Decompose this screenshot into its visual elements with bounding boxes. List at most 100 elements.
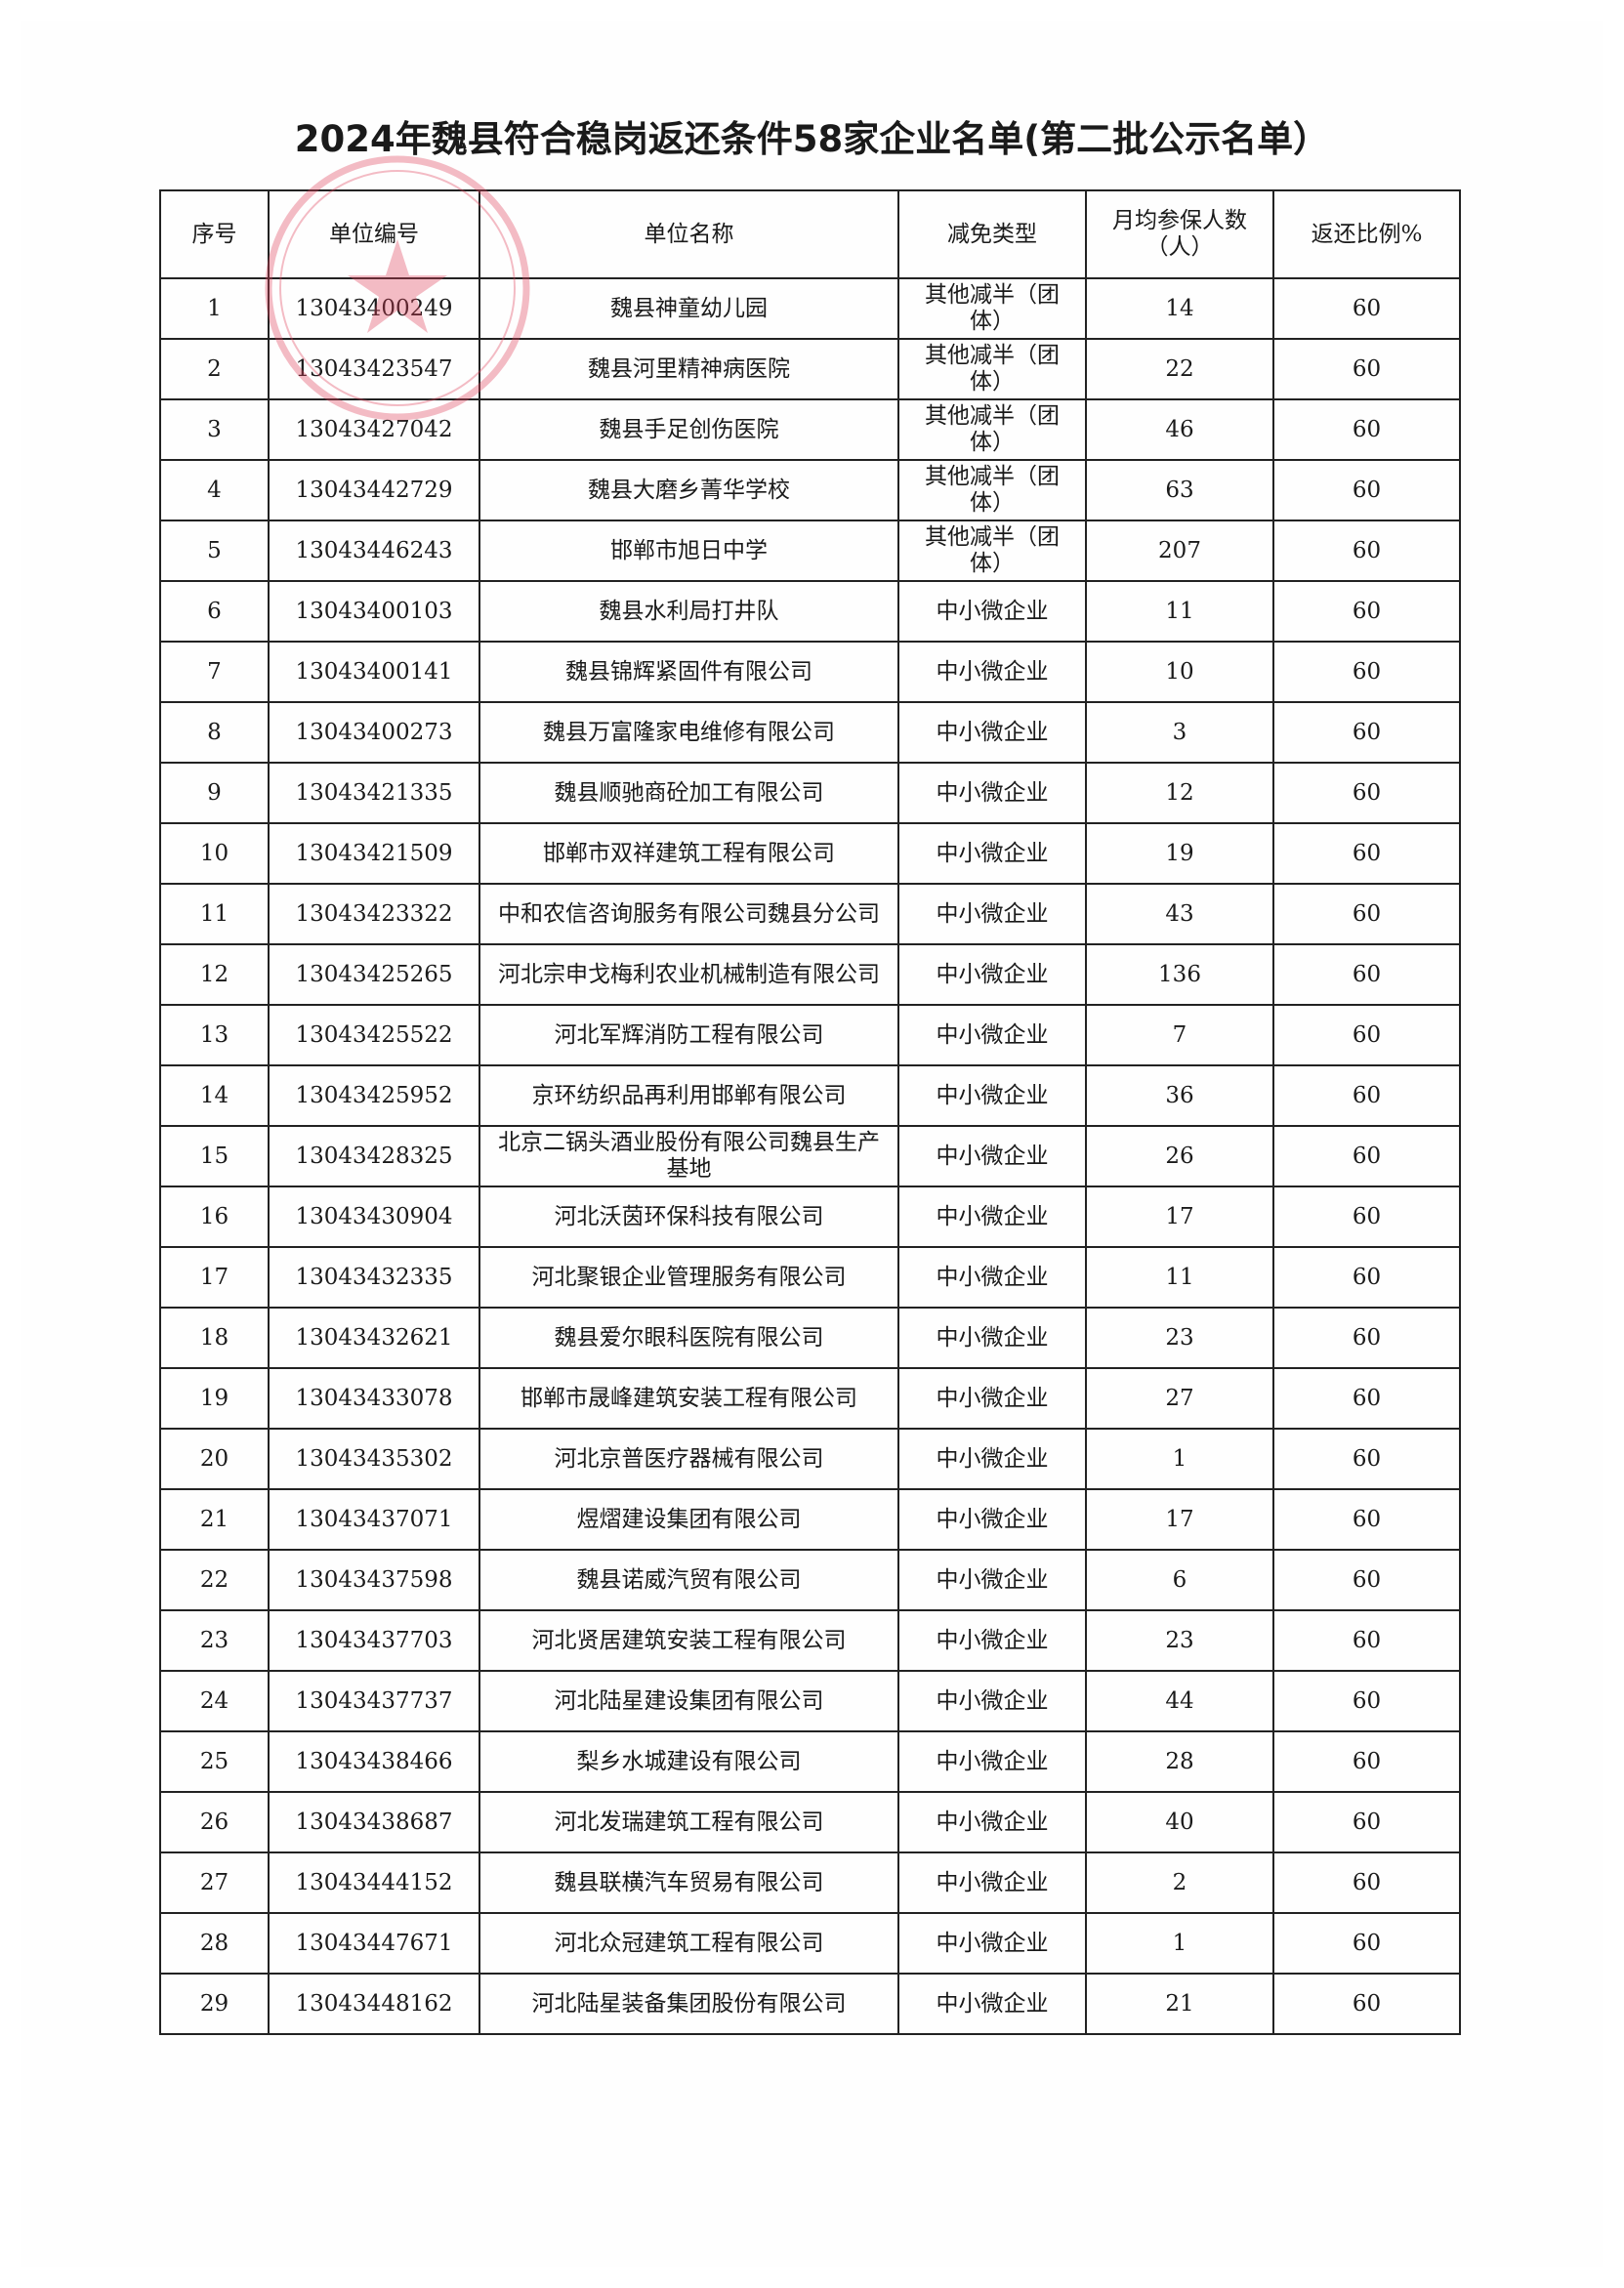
cell-insured-count: 27 [1085, 1367, 1274, 1430]
cell-insured-count: 6 [1085, 1549, 1274, 1611]
cell-index: 17 [159, 1246, 270, 1309]
cell-index: 5 [159, 520, 270, 582]
cell-return-ratio: 60 [1272, 883, 1461, 945]
table-row: 21 13043437071 煜熠建设集团有限公司 中小微企业 17 60 [159, 1488, 1461, 1551]
cell-unit-code: 13043438687 [268, 1791, 480, 1853]
cell-return-ratio: 60 [1272, 1730, 1461, 1793]
cell-relief-type: 中小微企业 [897, 1307, 1087, 1369]
cell-index: 29 [159, 1973, 270, 2035]
cell-return-ratio: 60 [1272, 1549, 1461, 1611]
table-row: 27 13043444152 魏县联横汽车贸易有限公司 中小微企业 2 60 [159, 1851, 1461, 1914]
cell-return-ratio: 60 [1272, 1973, 1461, 2035]
cell-index: 13 [159, 1004, 270, 1066]
cell-return-ratio: 60 [1272, 1791, 1461, 1853]
cell-return-ratio: 60 [1272, 1004, 1461, 1066]
cell-insured-count: 1 [1085, 1428, 1274, 1490]
cell-unit-code: 13043442729 [268, 459, 480, 521]
cell-relief-type: 中小微企业 [897, 943, 1087, 1006]
cell-unit-name: 河北京普医疗器械有限公司 [479, 1428, 899, 1490]
cell-unit-code: 13043400141 [268, 641, 480, 703]
cell-insured-count: 44 [1085, 1670, 1274, 1732]
cell-unit-code: 13043421509 [268, 822, 480, 885]
cell-relief-type: 其他减半（团体） [897, 277, 1087, 340]
cell-unit-name: 魏县锦辉紧固件有限公司 [479, 641, 899, 703]
cell-index: 18 [159, 1307, 270, 1369]
cell-return-ratio: 60 [1272, 398, 1461, 461]
cell-insured-count: 7 [1085, 1004, 1274, 1066]
header-unit-name: 单位名称 [479, 189, 899, 279]
cell-unit-name: 魏县爱尔眼科医院有限公司 [479, 1307, 899, 1369]
cell-unit-code: 13043423322 [268, 883, 480, 945]
table-row: 11 13043423322 中和农信咨询服务有限公司魏县分公司 中小微企业 43 60 [159, 883, 1461, 945]
cell-unit-name: 魏县河里精神病医院 [479, 338, 899, 400]
cell-relief-type: 中小微企业 [897, 1609, 1087, 1672]
cell-unit-code: 13043438466 [268, 1730, 480, 1793]
cell-return-ratio: 60 [1272, 641, 1461, 703]
cell-relief-type: 中小微企业 [897, 1004, 1087, 1066]
cell-relief-type: 中小微企业 [897, 1730, 1087, 1793]
cell-unit-name: 河北贤居建筑安装工程有限公司 [479, 1609, 899, 1672]
cell-unit-name: 河北陆星建设集团有限公司 [479, 1670, 899, 1732]
cell-insured-count: 36 [1085, 1064, 1274, 1127]
cell-index: 25 [159, 1730, 270, 1793]
cell-insured-count: 46 [1085, 398, 1274, 461]
cell-unit-name: 河北众冠建筑工程有限公司 [479, 1912, 899, 1975]
cell-return-ratio: 60 [1272, 943, 1461, 1006]
cell-return-ratio: 60 [1272, 1488, 1461, 1551]
cell-unit-name: 魏县联横汽车贸易有限公司 [479, 1851, 899, 1914]
cell-relief-type: 中小微企业 [897, 1367, 1087, 1430]
table-row: 3 13043427042 魏县手足创伤医院 其他减半（团体） 46 60 [159, 398, 1461, 461]
cell-unit-name: 河北陆星装备集团股份有限公司 [479, 1973, 899, 2035]
header-unit-code: 单位编号 [268, 189, 480, 279]
cell-return-ratio: 60 [1272, 762, 1461, 824]
cell-unit-name: 魏县水利局打井队 [479, 580, 899, 643]
table-row: 16 13043430904 河北沃茵环保科技有限公司 中小微企业 17 60 [159, 1186, 1461, 1248]
cell-relief-type: 中小微企业 [897, 883, 1087, 945]
cell-insured-count: 26 [1085, 1125, 1274, 1187]
cell-unit-code: 13043425952 [268, 1064, 480, 1127]
cell-unit-code: 13043448162 [268, 1973, 480, 2035]
header-return-ratio: 返还比例% [1272, 189, 1461, 279]
cell-unit-code: 13043437737 [268, 1670, 480, 1732]
cell-index: 20 [159, 1428, 270, 1490]
cell-index: 9 [159, 762, 270, 824]
cell-unit-code: 13043432621 [268, 1307, 480, 1369]
cell-insured-count: 2 [1085, 1851, 1274, 1914]
cell-unit-name: 邯郸市晟峰建筑安装工程有限公司 [479, 1367, 899, 1430]
cell-return-ratio: 60 [1272, 1125, 1461, 1187]
cell-relief-type: 其他减半（团体） [897, 398, 1087, 461]
table-row: 10 13043421509 邯郸市双祥建筑工程有限公司 中小微企业 19 60 [159, 822, 1461, 885]
cell-unit-name: 梨乡水城建设有限公司 [479, 1730, 899, 1793]
cell-return-ratio: 60 [1272, 1428, 1461, 1490]
table-row: 5 13043446243 邯郸市旭日中学 其他减半（团体） 207 60 [159, 520, 1461, 582]
table-row: 23 13043437703 河北贤居建筑安装工程有限公司 中小微企业 23 60 [159, 1609, 1461, 1672]
cell-index: 16 [159, 1186, 270, 1248]
cell-unit-code: 13043435302 [268, 1428, 480, 1490]
cell-relief-type: 中小微企业 [897, 1670, 1087, 1732]
cell-relief-type: 中小微企业 [897, 580, 1087, 643]
cell-return-ratio: 60 [1272, 338, 1461, 400]
table-row: 22 13043437598 魏县诺威汽贸有限公司 中小微企业 6 60 [159, 1549, 1461, 1611]
cell-return-ratio: 60 [1272, 1851, 1461, 1914]
cell-unit-name: 河北军辉消防工程有限公司 [479, 1004, 899, 1066]
cell-relief-type: 中小微企业 [897, 701, 1087, 764]
cell-return-ratio: 60 [1272, 1307, 1461, 1369]
cell-return-ratio: 60 [1272, 1367, 1461, 1430]
cell-unit-code: 13043400249 [268, 277, 480, 340]
cell-insured-count: 63 [1085, 459, 1274, 521]
cell-return-ratio: 60 [1272, 822, 1461, 885]
cell-index: 23 [159, 1609, 270, 1672]
table-row: 2 13043423547 魏县河里精神病医院 其他减半（团体） 22 60 [159, 338, 1461, 400]
cell-unit-name: 煜熠建设集团有限公司 [479, 1488, 899, 1551]
cell-unit-name: 邯郸市旭日中学 [479, 520, 899, 582]
cell-relief-type: 中小微企业 [897, 1186, 1087, 1248]
cell-relief-type: 中小微企业 [897, 1851, 1087, 1914]
table-row: 17 13043432335 河北聚银企业管理服务有限公司 中小微企业 11 60 [159, 1246, 1461, 1309]
cell-relief-type: 中小微企业 [897, 1125, 1087, 1187]
cell-unit-code: 13043428325 [268, 1125, 480, 1187]
cell-index: 6 [159, 580, 270, 643]
cell-insured-count: 11 [1085, 1246, 1274, 1309]
cell-relief-type: 其他减半（团体） [897, 520, 1087, 582]
cell-unit-code: 13043446243 [268, 520, 480, 582]
cell-unit-code: 13043430904 [268, 1186, 480, 1248]
